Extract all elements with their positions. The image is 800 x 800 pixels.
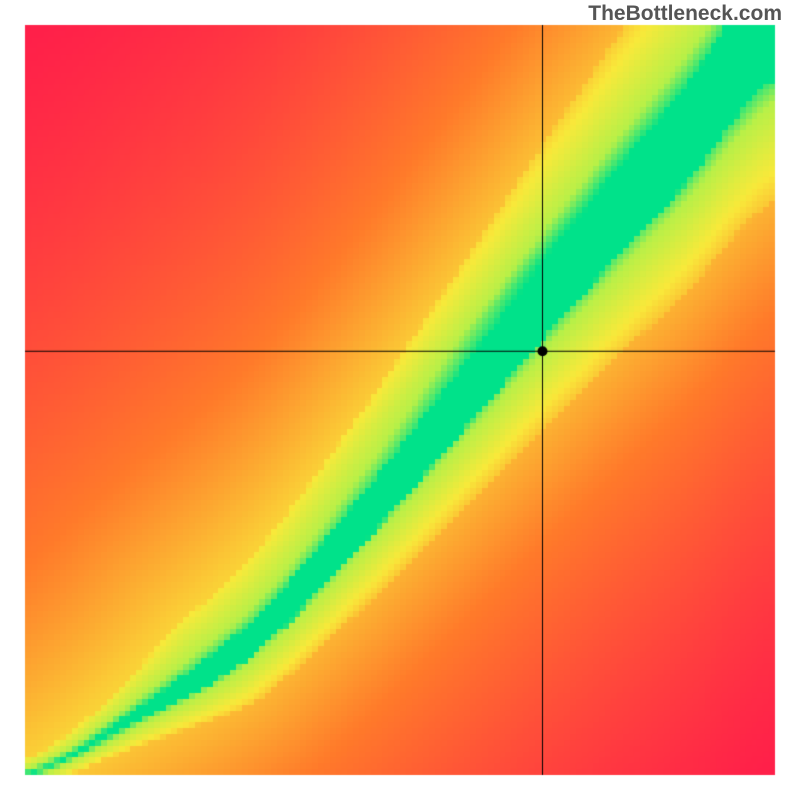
chart-container: TheBottleneck.com <box>0 0 800 800</box>
bottleneck-heatmap <box>0 0 800 800</box>
watermark-text: TheBottleneck.com <box>588 2 782 26</box>
